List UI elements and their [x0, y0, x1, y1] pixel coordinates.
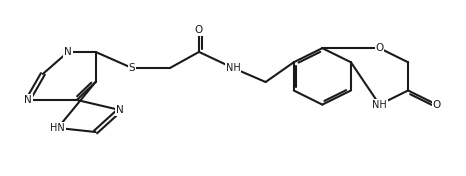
Text: N: N: [24, 95, 32, 105]
Text: O: O: [376, 43, 384, 53]
Text: O: O: [432, 100, 441, 110]
Text: N: N: [116, 105, 123, 115]
Text: O: O: [195, 25, 203, 35]
Text: S: S: [129, 63, 135, 73]
Text: NH: NH: [372, 100, 387, 110]
Text: N: N: [64, 47, 72, 57]
Text: NH: NH: [226, 63, 240, 73]
Text: HN: HN: [50, 123, 65, 133]
